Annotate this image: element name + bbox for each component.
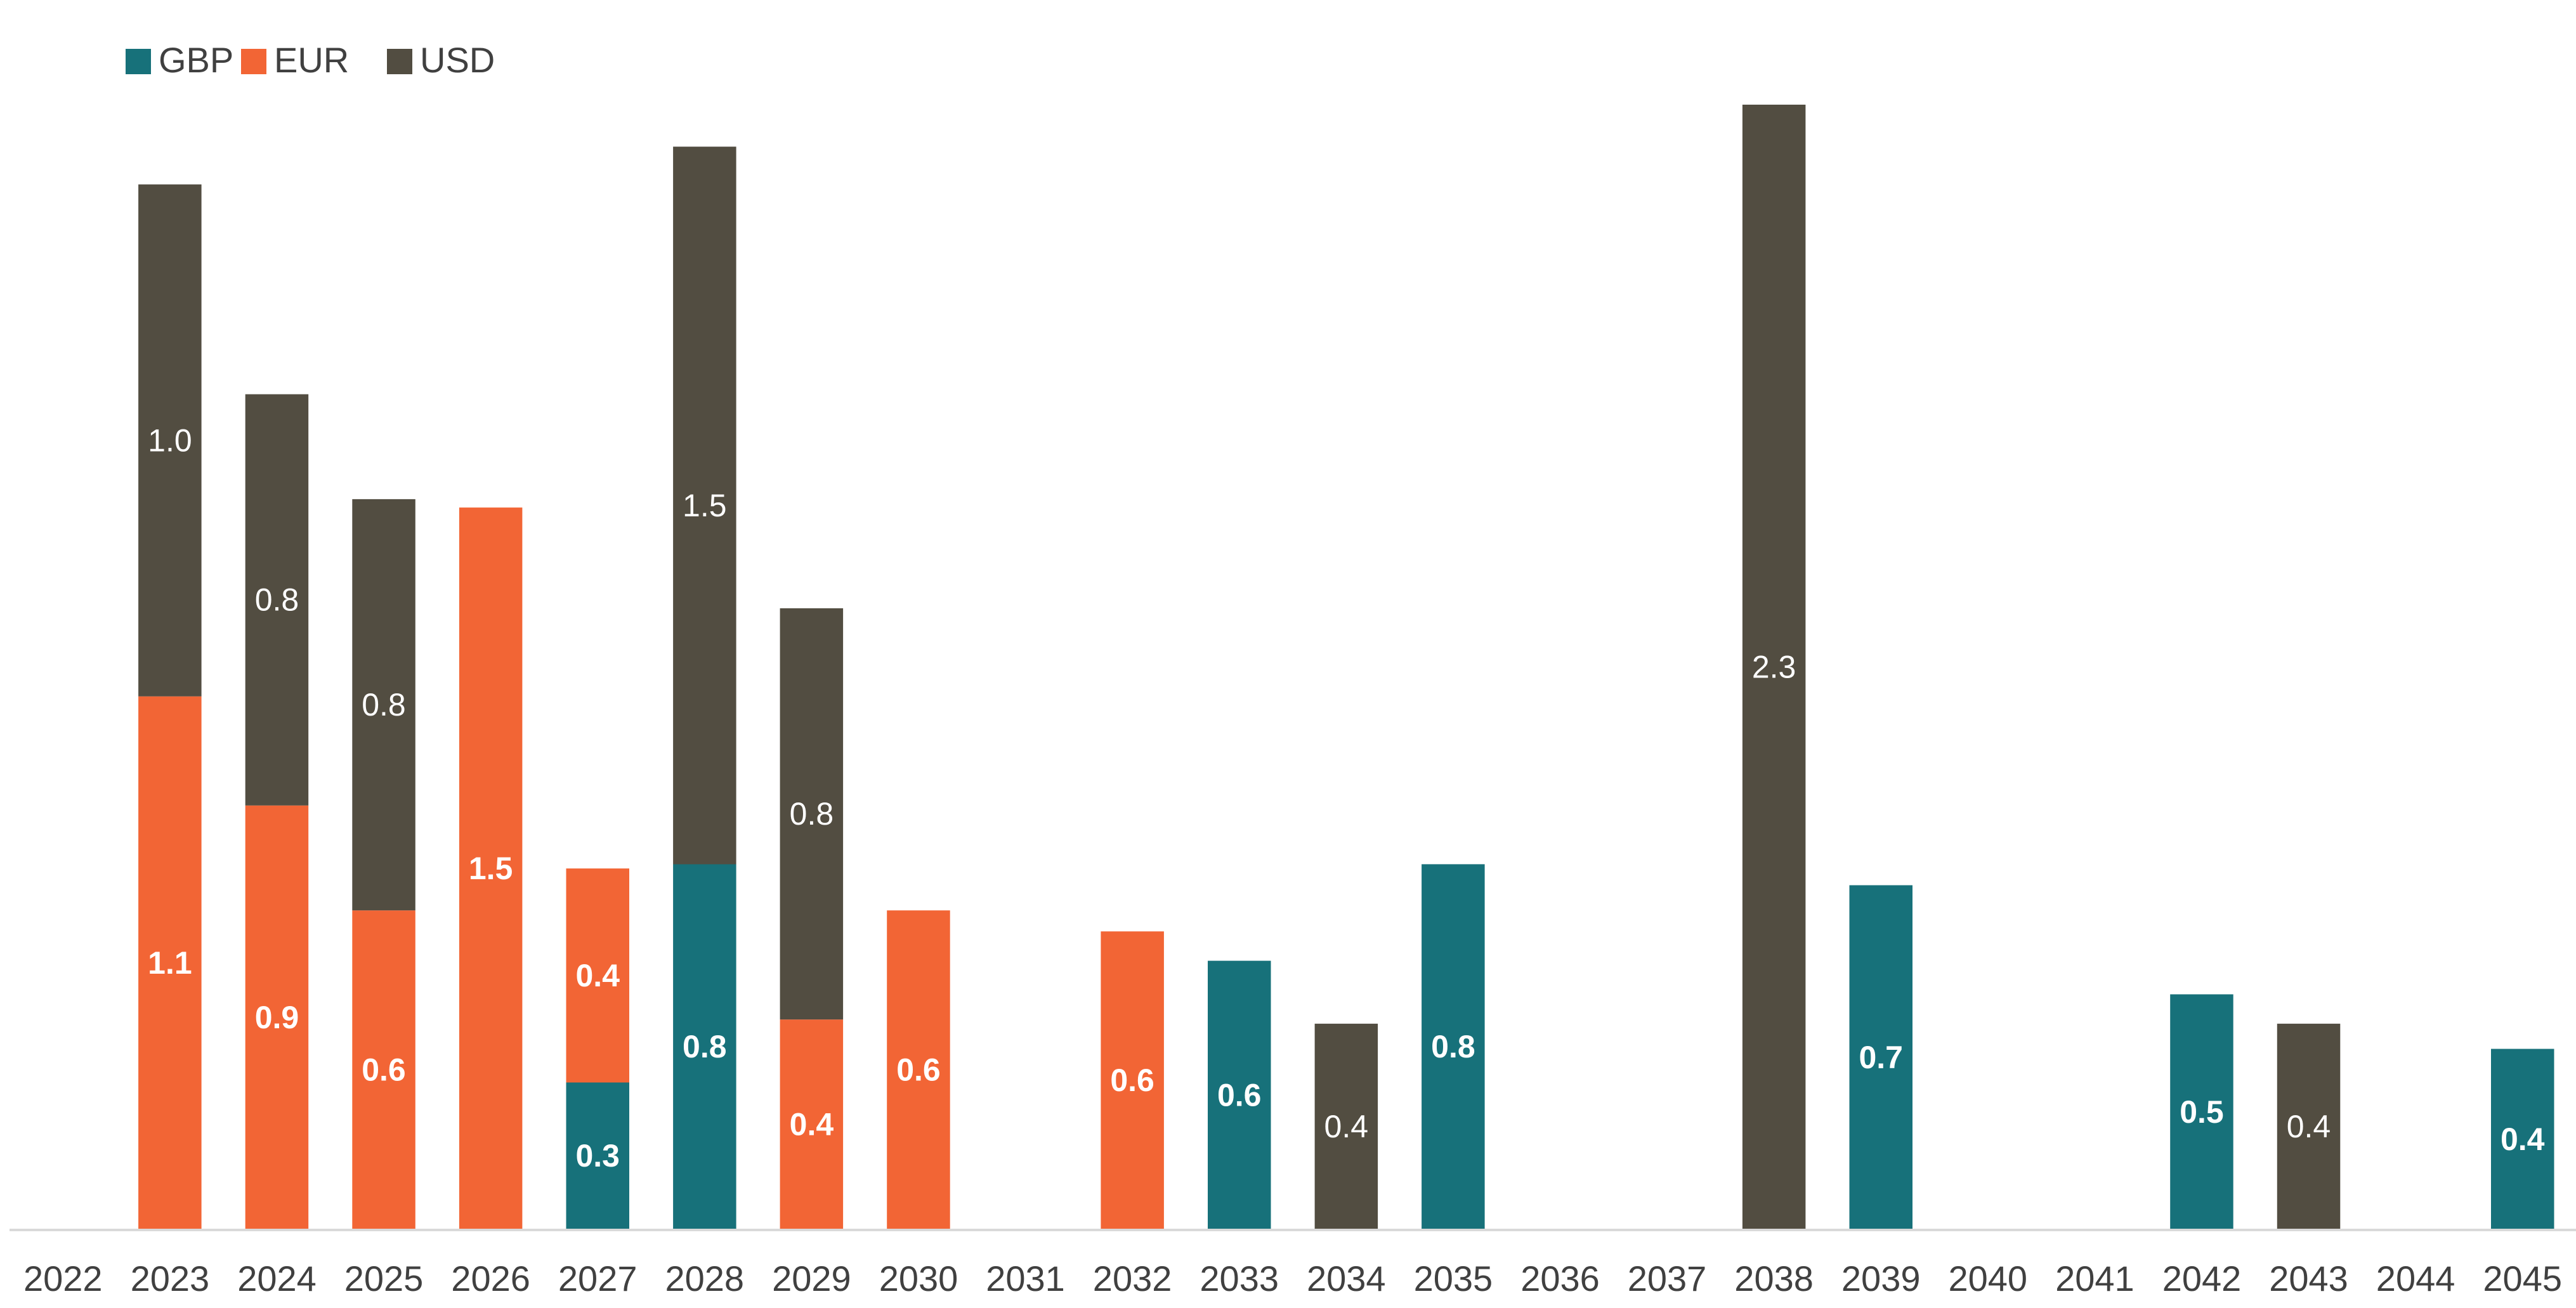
legend: GBP EUR USD	[126, 40, 495, 80]
bar-usd-2038	[1742, 105, 1806, 1229]
x-tick-label-2028: 2028	[665, 1259, 745, 1298]
x-tick-label-2026: 2026	[451, 1259, 530, 1298]
x-tick-label-2038: 2038	[1734, 1259, 1814, 1298]
x-tick-label-2043: 2043	[2269, 1259, 2348, 1298]
x-tick-label-2031: 2031	[986, 1259, 1065, 1298]
x-tick-label-2030: 2030	[879, 1259, 958, 1298]
x-tick-label-2044: 2044	[2376, 1259, 2455, 1298]
data-label-gbp-2033: 0.6	[1217, 1077, 1262, 1113]
data-label-gbp-2035: 0.8	[1431, 1029, 1475, 1064]
data-label-gbp-2042: 0.5	[2180, 1094, 2224, 1130]
bar-gbp-2042	[2170, 994, 2233, 1229]
x-tick-label-2033: 2033	[1200, 1259, 1279, 1298]
bars	[138, 105, 2554, 1229]
bar-eur-2027	[566, 868, 629, 1083]
bar-gbp-2027	[566, 1082, 629, 1229]
legend-label-eur: EUR	[274, 40, 349, 80]
x-tick-label-2034: 2034	[1307, 1259, 1386, 1298]
x-tick-label-2045: 2045	[2483, 1259, 2562, 1298]
legend-label-gbp: GBP	[159, 40, 233, 80]
bar-eur-2032	[1101, 931, 1164, 1229]
bar-usd-2029	[780, 608, 844, 1020]
x-tick-label-2035: 2035	[1414, 1259, 1493, 1298]
data-label-usd-2024: 0.8	[255, 582, 299, 618]
x-tick-label-2027: 2027	[558, 1259, 637, 1298]
bar-usd-2028	[673, 147, 736, 865]
data-label-eur-2029: 0.4	[790, 1107, 834, 1142]
bar-eur-2023	[138, 696, 202, 1229]
data-label-eur-2024: 0.9	[255, 1000, 299, 1035]
data-label-gbp-2039: 0.7	[1859, 1040, 1903, 1075]
data-label-usd-2043: 0.4	[2287, 1109, 2331, 1144]
data-label-usd-2029: 0.8	[790, 796, 834, 832]
x-tick-label-2040: 2040	[1949, 1259, 2028, 1298]
data-label-eur-2027: 0.4	[575, 958, 620, 993]
x-tick-labels: 2022 2023 2024 2025 2026 2027 2028 2029 2030 2031…	[23, 1259, 2562, 1298]
legend-swatch-eur	[241, 49, 266, 74]
bar-gbp-2045	[2491, 1049, 2554, 1229]
x-tick-label-2039: 2039	[1841, 1259, 1921, 1298]
data-label-gbp-2028: 0.8	[683, 1029, 727, 1064]
legend-swatch-usd	[387, 49, 412, 74]
legend-swatch-gbp	[126, 49, 151, 74]
bar-labels: 1.1 1.0 0.9 0.8 0.6 0.8 1.5 0.3 0.4 0.8 1.5 0.4 0.8 0…	[148, 422, 2544, 1174]
data-label-usd-2034: 0.4	[1324, 1109, 1369, 1144]
x-tick-label-2025: 2025	[344, 1259, 424, 1298]
bar-eur-2026	[459, 507, 523, 1229]
bar-usd-2034	[1314, 1023, 1378, 1229]
data-label-eur-2025: 0.6	[362, 1052, 406, 1088]
x-tick-label-2024: 2024	[237, 1259, 317, 1298]
x-tick-label-2023: 2023	[131, 1259, 210, 1298]
bar-eur-2029	[780, 1019, 844, 1229]
x-tick-label-2022: 2022	[23, 1259, 103, 1298]
bar-eur-2025	[352, 910, 415, 1229]
x-tick-label-2041: 2041	[2055, 1259, 2135, 1298]
x-tick-label-2032: 2032	[1093, 1259, 1172, 1298]
legend-label-usd: USD	[420, 40, 495, 80]
bar-eur-2024	[245, 805, 309, 1229]
data-label-usd-2025: 0.8	[362, 687, 406, 723]
data-label-eur-2030: 0.6	[896, 1052, 941, 1088]
x-tick-label-2037: 2037	[1628, 1259, 1707, 1298]
bar-gbp-2028	[673, 864, 736, 1229]
bar-usd-2043	[2277, 1023, 2341, 1229]
data-label-usd-2023: 1.0	[148, 422, 192, 458]
data-label-eur-2023: 1.1	[148, 945, 192, 981]
bar-usd-2025	[352, 499, 415, 911]
bar-usd-2024	[245, 394, 309, 806]
data-label-usd-2038: 2.3	[1752, 650, 1796, 685]
x-tick-label-2042: 2042	[2162, 1259, 2242, 1298]
x-tick-label-2029: 2029	[772, 1259, 851, 1298]
bar-eur-2030	[887, 910, 950, 1229]
data-label-eur-2026: 1.5	[469, 851, 513, 886]
bar-gbp-2039	[1849, 885, 1912, 1229]
x-tick-label-2036: 2036	[1520, 1259, 1600, 1298]
bar-usd-2023	[138, 184, 202, 697]
data-label-usd-2028: 1.5	[683, 488, 727, 523]
data-label-gbp-2045: 0.4	[2501, 1122, 2545, 1157]
data-label-eur-2032: 0.6	[1110, 1063, 1154, 1098]
bar-gbp-2035	[1422, 864, 1485, 1229]
data-label-gbp-2027: 0.3	[575, 1138, 620, 1174]
bar-gbp-2033	[1208, 960, 1271, 1229]
